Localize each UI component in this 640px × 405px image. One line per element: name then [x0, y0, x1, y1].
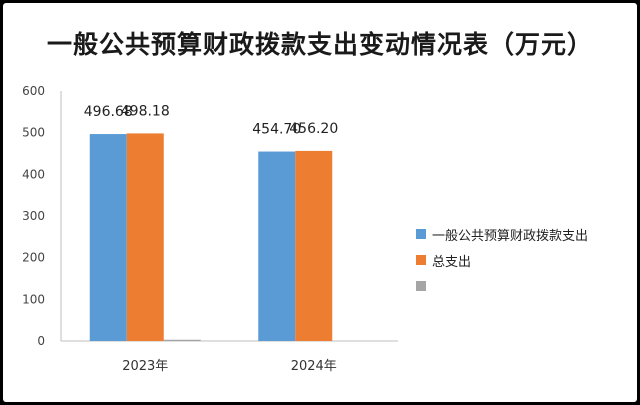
- x-category-label: 2023年: [122, 359, 168, 374]
- legend-item-series-1: 一般公共预算财政拨款支出: [416, 221, 588, 247]
- bar-series-2-2: [295, 150, 333, 341]
- category-labels: 2023年 2024年: [122, 359, 337, 374]
- legend-item-series-3: [416, 273, 588, 299]
- bar-series-1-1: [89, 134, 127, 341]
- y-tick-label: 400: [22, 167, 45, 181]
- data-label-series-2-1: 498.18: [121, 103, 170, 119]
- y-tick-label: 500: [22, 126, 45, 140]
- legend-label-series-2: 总支出: [432, 254, 472, 270]
- bar-series-1-2: [258, 151, 296, 341]
- chart-title: 一般公共预算财政拨款支出变动情况表（万元）: [46, 30, 593, 59]
- x-category-label: 2024年: [291, 359, 337, 374]
- y-tick-label: 0: [37, 334, 45, 348]
- chart-frame: 一般公共预算财政拨款支出变动情况表（万元） 0 100 200 300 400 500 60…: [3, 3, 637, 402]
- y-tick-label: 600: [22, 84, 45, 98]
- y-tick-label: 300: [22, 209, 45, 223]
- y-tick-labels: 0 100 200 300 400 500 600: [22, 84, 45, 348]
- bar-series-2-1: [126, 133, 164, 341]
- legend-swatch-series-1: [416, 229, 426, 239]
- data-label-series-1-1: 496.68: [84, 104, 133, 120]
- bars: [89, 133, 333, 341]
- legend-item-series-2: 总支出: [416, 247, 588, 273]
- data-label-series-2-2: 456.20: [289, 121, 338, 137]
- y-tick-label: 100: [22, 292, 45, 306]
- legend-swatch-series-2: [416, 255, 426, 265]
- y-tick-label: 200: [22, 251, 45, 265]
- data-label-series-1-2: 454.70: [252, 122, 301, 138]
- bar-series-3-1: [163, 339, 201, 341]
- legend: 一般公共预算财政拨款支出 总支出: [416, 221, 588, 299]
- legend-label-series-1: 一般公共预算财政拨款支出: [432, 228, 589, 244]
- legend-swatch-series-3: [416, 281, 426, 291]
